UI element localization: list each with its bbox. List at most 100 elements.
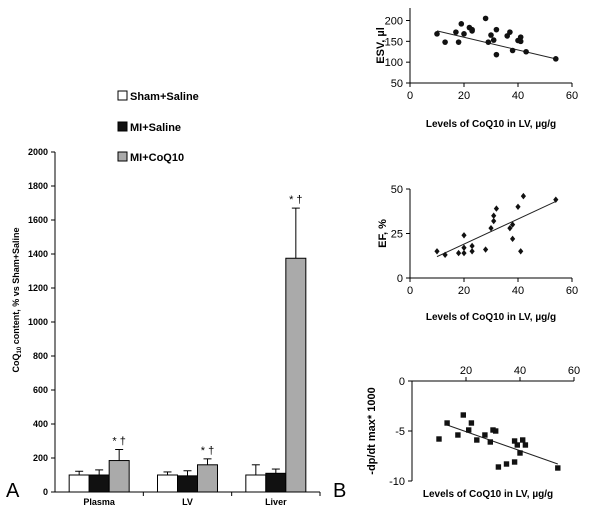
significance-marker: * † bbox=[289, 194, 302, 206]
data-point bbox=[553, 196, 559, 203]
y-tick-label: -5 bbox=[395, 426, 405, 438]
bar bbox=[108, 460, 130, 493]
y-tick-label: 0 bbox=[399, 376, 405, 388]
y-tick-label: 0 bbox=[43, 487, 48, 497]
data-point bbox=[442, 39, 448, 45]
panel-letter-a: A bbox=[6, 480, 20, 502]
panel-a-y-axis-label: CoQ10 content, % vs Sham+Saline bbox=[11, 228, 23, 373]
data-point bbox=[482, 15, 489, 22]
x-tick-label: 20 bbox=[458, 285, 470, 297]
x-tick-label: Liver bbox=[265, 497, 287, 507]
data-point bbox=[493, 26, 500, 33]
x-tick-label: 20 bbox=[458, 90, 470, 102]
bar bbox=[265, 472, 287, 493]
data-point bbox=[510, 235, 516, 243]
data-point bbox=[517, 38, 524, 45]
data-point bbox=[518, 248, 524, 255]
x-axis-label: Levels of CoQ10 in LV, µg/g bbox=[423, 489, 553, 500]
y-tick-label: 2000 bbox=[28, 147, 48, 157]
trend-line bbox=[436, 30, 556, 60]
data-point bbox=[511, 459, 518, 465]
x-tick-label: 0 bbox=[407, 90, 413, 102]
data-point bbox=[488, 32, 494, 38]
y-tick-label: 50 bbox=[391, 78, 403, 90]
panel-a-legend: Sham+Saline MI+Saline MI+CoQ10 bbox=[117, 90, 199, 164]
y-axis-label: ESV, µl bbox=[375, 27, 387, 64]
data-point bbox=[434, 248, 440, 255]
data-point bbox=[487, 439, 493, 445]
panel-b-esv-scatter: 50 100 150 200 0 20 40 60 Levels of CoQ10 in LV,… bbox=[375, 8, 578, 130]
data-point bbox=[458, 21, 465, 27]
data-point bbox=[455, 39, 462, 45]
data-point bbox=[510, 221, 516, 228]
data-point bbox=[493, 51, 500, 58]
data-point bbox=[436, 436, 442, 442]
legend-swatch bbox=[117, 90, 128, 101]
x-tick-label: 60 bbox=[566, 90, 578, 102]
panel-a-ylabel-main: CoQ bbox=[11, 353, 21, 372]
data-point bbox=[461, 244, 467, 251]
bar bbox=[157, 474, 178, 493]
legend-label: MI+Saline bbox=[130, 122, 181, 134]
data-point bbox=[523, 48, 529, 55]
data-point bbox=[520, 437, 526, 443]
x-tick-label: 20 bbox=[460, 365, 472, 377]
data-point bbox=[522, 442, 529, 448]
data-point bbox=[482, 432, 488, 438]
data-point bbox=[517, 34, 524, 40]
data-point bbox=[469, 26, 475, 33]
data-point bbox=[509, 47, 516, 54]
y-tick-label: 400 bbox=[33, 419, 48, 429]
x-tick-label: 40 bbox=[512, 285, 524, 297]
data-point bbox=[466, 427, 472, 433]
y-tick-label: 200 bbox=[33, 453, 48, 463]
data-point bbox=[520, 192, 526, 200]
trend-line bbox=[446, 424, 558, 465]
data-point bbox=[490, 37, 497, 43]
panel-a-y-axis: 0 200 400 600 800 1000 1200 1400 1600 1800 2000 bbox=[28, 147, 56, 497]
data-point bbox=[495, 464, 502, 470]
x-tick-label: 60 bbox=[566, 285, 578, 297]
panel-a-x-axis: Plasma LV Liver bbox=[55, 491, 321, 507]
panel-b-dpdt-scatter: 0 -5 -10 20 40 60 Levels of CoQ10 in LV, µg/g -… bbox=[366, 365, 580, 500]
data-point bbox=[469, 248, 475, 255]
x-tick-label: 40 bbox=[514, 365, 526, 377]
bar bbox=[285, 257, 307, 493]
data-point bbox=[442, 251, 448, 259]
data-point bbox=[483, 246, 489, 253]
y-tick-label: 1800 bbox=[28, 181, 48, 191]
data-point bbox=[485, 39, 492, 45]
significance-marker: * † bbox=[201, 445, 214, 457]
y-axis-label: EF, % bbox=[377, 219, 389, 248]
data-point bbox=[517, 450, 523, 456]
y-tick-label: 25 bbox=[391, 229, 403, 241]
legend-swatch bbox=[117, 121, 128, 132]
bar bbox=[197, 464, 218, 493]
data-point bbox=[456, 249, 462, 257]
data-point bbox=[461, 249, 467, 257]
trend-line bbox=[436, 201, 557, 258]
y-tick-label: 1400 bbox=[28, 249, 48, 259]
significance-marker: * † bbox=[112, 436, 125, 448]
bar bbox=[88, 474, 110, 493]
x-tick-label: 40 bbox=[512, 90, 524, 102]
data-point bbox=[493, 205, 499, 212]
data-point bbox=[503, 461, 510, 467]
x-axis-label: Levels of CoQ10 in LV, µg/g bbox=[426, 119, 556, 130]
bar bbox=[68, 474, 90, 493]
data-point bbox=[515, 203, 521, 210]
x-tick-label: Plasma bbox=[83, 497, 116, 507]
data-point bbox=[461, 31, 467, 37]
data-point bbox=[461, 232, 467, 239]
y-tick-label: 600 bbox=[33, 385, 48, 395]
panel-a-bar-chart: 0 200 400 600 800 1000 1200 1400 1600 1800 2000 Pl… bbox=[11, 90, 321, 507]
panel-a-bars: * † * † * † bbox=[68, 194, 307, 493]
bar bbox=[177, 475, 198, 493]
legend-label: Sham+Saline bbox=[130, 91, 199, 103]
y-tick-label: 200 bbox=[385, 16, 403, 28]
y-tick-label: 50 bbox=[391, 184, 403, 196]
x-tick-label: 60 bbox=[568, 365, 580, 377]
data-point bbox=[453, 29, 459, 35]
y-tick-label: 1600 bbox=[28, 215, 48, 225]
x-axis-label: Levels of CoQ10 in LV, µg/g bbox=[426, 312, 556, 323]
